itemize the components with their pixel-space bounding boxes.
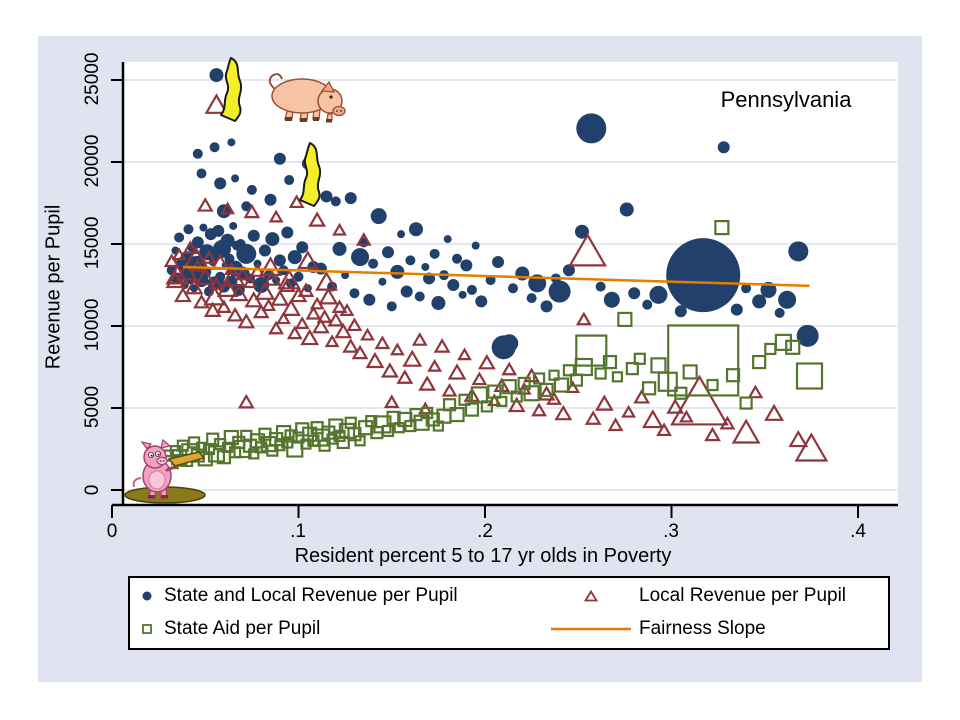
legend-item-state-aid: State Aid per Pupil: [164, 617, 321, 639]
y-tick-label: 0: [82, 484, 103, 496]
legend-item-fairness-slope: Fairness Slope: [639, 617, 766, 639]
y-tick-label: 5000: [82, 385, 103, 429]
x-tick-label: .1: [290, 521, 306, 542]
gridlines: [124, 79, 897, 491]
y-tick-label: 25000: [82, 52, 103, 106]
curved-arrow-icon: [220, 57, 243, 122]
x-tick-label: 0: [106, 521, 118, 542]
legend-marker-line-icon: [549, 626, 633, 632]
curved-arrow-icon: [299, 142, 322, 207]
fairness-slope-line: [182, 265, 810, 288]
data-points: [161, 68, 829, 470]
plot-area: [124, 62, 898, 505]
legend: State and Local Revenue per Pupil Local …: [128, 576, 890, 650]
legend-marker-circle-icon: [141, 590, 153, 602]
legend-item-local-revenue: Local Revenue per Pupil: [639, 584, 847, 606]
flying-pig-image: [268, 73, 346, 123]
y-axis-title: Revenue per Pupil: [42, 204, 65, 370]
y-tick-label: 10000: [82, 298, 103, 352]
axes: [111, 62, 898, 518]
legend-marker-square-icon: [141, 623, 153, 635]
legend-item-state-and-local: State and Local Revenue per Pupil: [164, 584, 458, 606]
y-tick-label: 20000: [82, 134, 103, 188]
x-tick-label: .4: [850, 521, 866, 542]
x-tick-label: .3: [663, 521, 679, 542]
state-annotation: Pennsylvania: [720, 87, 852, 112]
x-tick-label: .2: [477, 521, 493, 542]
pig-with-trough-image: [124, 438, 206, 504]
x-axis-title: Resident percent 5 to 17 yr olds in Pove…: [294, 545, 672, 567]
legend-marker-triangle-icon: [583, 589, 598, 602]
y-tick-label: 15000: [82, 216, 103, 270]
